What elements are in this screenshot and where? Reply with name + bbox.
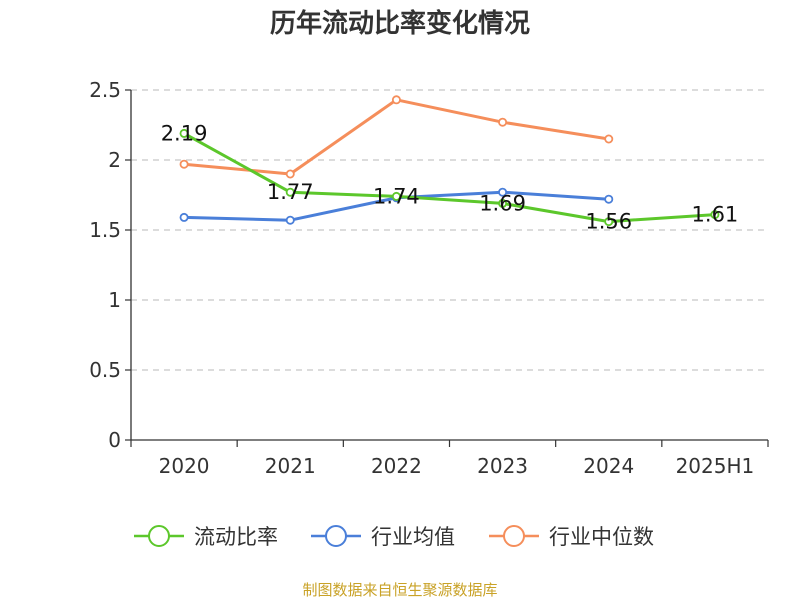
y-tick-label-2: 1 [108,288,121,312]
series-1-point-1 [285,215,295,225]
source-note: 制图数据来自恒生聚源数据库 [302,581,497,599]
x-tick-label-0: 2020 [159,454,210,478]
series-0-point-0 [179,128,189,138]
x-tick-label-3: 2023 [477,454,528,478]
series-lines [179,95,720,227]
grid-lines [131,89,768,371]
data-labels: 2.19 1.77 1.74 1.69 1.56 1.61 [161,121,739,233]
y-tick-label-4: 2 [108,148,121,172]
data-label-3: 1.69 [479,191,526,215]
y-tick-label-5: 2.5 [89,78,121,102]
legend-label-0: 流动比率 [194,525,278,549]
series-2-point-3 [498,117,508,127]
series-2-point-1 [285,169,295,179]
y-tick-label-3: 1.5 [89,218,121,242]
series-2-point-4 [604,134,614,144]
axes: 0 0.5 1 1.5 2 2.5 2020 2021 2022 2023 2024 2025H1 [89,78,769,478]
x-tick-label-2: 2022 [371,454,422,478]
series-1-point-4 [604,194,614,204]
series-0-point-1 [285,187,295,197]
series-line-2 [183,98,609,176]
chart-title: 历年流动比率变化情况 [270,8,530,39]
x-tick-label-1: 2021 [265,454,316,478]
data-label-2: 1.74 [373,184,420,208]
series-2-point-0 [179,159,189,169]
y-tick-label-1: 0.5 [89,358,121,382]
series-2-point-2 [391,95,401,105]
x-tick-label-5: 2025H1 [676,454,755,478]
data-label-5: 1.61 [692,203,739,227]
legend-label-1: 行业均值 [371,525,455,549]
data-label-1: 1.77 [267,180,314,204]
data-label-4: 1.56 [585,210,632,234]
series-1-point-0 [179,212,189,222]
series-0-point-5 [710,210,720,220]
x-tick-label-4: 2024 [583,454,634,478]
legend-marker-2 [503,525,525,547]
series-0-point-4 [604,217,614,227]
series-1-point-3 [498,187,508,197]
series-0-point-3 [498,198,508,208]
legend: 流动比率 行业均值 行业中位数 [134,525,654,549]
series-0-point-2 [391,191,401,201]
legend-label-2: 行业中位数 [549,525,654,549]
series-line-0 [183,132,716,224]
legend-marker-1 [325,525,347,547]
data-label-0: 2.19 [161,121,208,145]
legend-marker-0 [148,525,170,547]
y-tick-label-0: 0 [108,428,121,452]
